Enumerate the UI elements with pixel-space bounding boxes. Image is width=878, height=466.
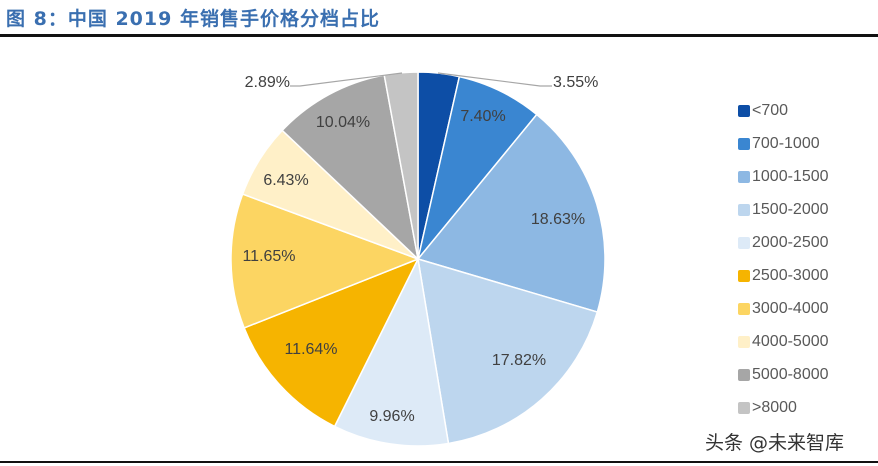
pie-slice-1500-2000 [417, 257, 599, 445]
legend-item: 1500-2000 [738, 193, 829, 226]
data-label: 17.82% [492, 352, 546, 369]
legend-swatch [738, 236, 750, 249]
pie-slice-3000-4000 [230, 193, 421, 329]
legend-label: 700-1000 [752, 134, 820, 152]
legend-swatch [738, 269, 750, 282]
watermark: 头条 @未来智库 [705, 432, 845, 454]
legend-label: 2500-3000 [752, 266, 829, 284]
legend-swatch [738, 137, 750, 150]
data-label: 18.63% [531, 211, 585, 228]
data-label: 6.43% [263, 172, 308, 189]
legend-item: 4000-5000 [738, 325, 829, 358]
data-label: 9.96% [369, 408, 414, 425]
legend-item: 1000-1500 [738, 160, 829, 193]
legend-label: 3000-4000 [752, 299, 829, 317]
legend-swatch [738, 302, 750, 315]
legend-label: 4000-5000 [752, 332, 829, 350]
data-label: 10.04% [316, 114, 370, 131]
pie-slice-2500-3000 [243, 257, 420, 428]
legend-swatch [738, 104, 750, 117]
legend-item: 2500-3000 [738, 259, 829, 292]
legend-swatch [738, 170, 750, 183]
legend-item: 3000-4000 [738, 292, 829, 325]
legend-label: >8000 [752, 398, 797, 416]
legend-label: <700 [752, 101, 789, 119]
pie-slice-1000-1500 [416, 113, 606, 313]
legend-item: 5000-8000 [738, 358, 829, 391]
legend-swatch [738, 203, 750, 216]
legend-item: 700-1000 [738, 127, 829, 160]
legend-label: 1000-1500 [752, 167, 829, 185]
top-divider [0, 34, 878, 37]
legend-item: >8000 [738, 391, 829, 424]
legend-label: 5000-8000 [752, 365, 829, 383]
data-label: 7.40% [460, 108, 505, 125]
legend: <700 700-1000 1000-1500 1500-2000 2000-2500 2… [738, 94, 829, 424]
data-label: 2.89% [245, 74, 290, 91]
data-label: 11.65% [242, 248, 295, 265]
pie-slice-2000-2500 [333, 256, 450, 447]
data-label: 11.64% [284, 341, 337, 358]
data-label: 3.55% [553, 74, 598, 91]
legend-label: 2000-2500 [752, 233, 829, 251]
leader-line [290, 72, 403, 87]
legend-item: 2000-2500 [738, 226, 829, 259]
bottom-divider [0, 461, 878, 463]
leader-line [437, 72, 552, 87]
legend-item: <700 [738, 94, 829, 127]
legend-swatch [738, 368, 750, 381]
legend-swatch [738, 401, 750, 414]
chart-title: 图 8：中国 2019 年销售手价格分档占比 [6, 8, 380, 30]
legend-label: 1500-2000 [752, 200, 829, 218]
legend-swatch [738, 335, 750, 348]
